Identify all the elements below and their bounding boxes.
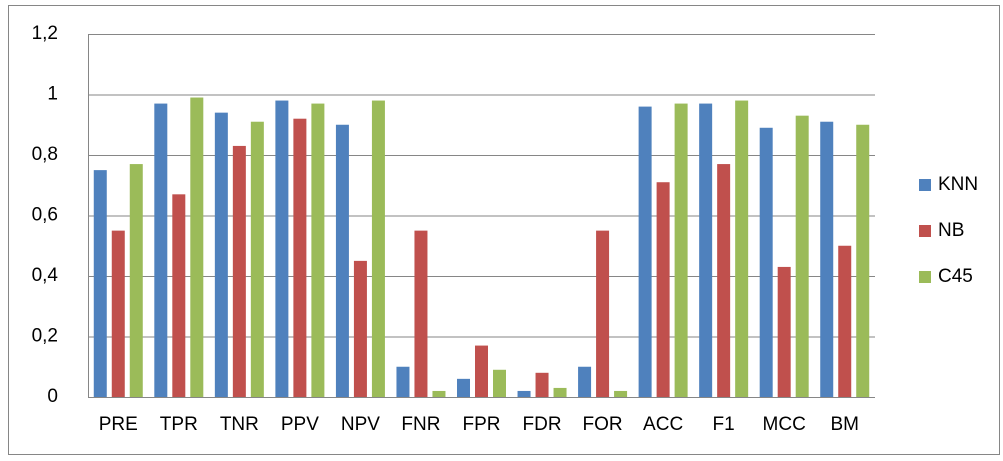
bar <box>371 100 385 398</box>
y-tick-label: 0,8 <box>32 144 58 165</box>
x-tick-label: FNR <box>401 414 440 435</box>
bar <box>614 390 628 397</box>
x-tick-label: PRE <box>99 414 138 435</box>
x-tick-label: FOR <box>583 414 623 435</box>
legend-label: KNN <box>938 174 978 195</box>
bar <box>190 97 204 398</box>
x-tick-label: ACC <box>643 414 683 435</box>
bar <box>493 369 506 397</box>
bar <box>396 366 410 397</box>
bar <box>759 127 773 398</box>
x-tick-label: TNR <box>220 414 259 435</box>
x-tick-label: FDR <box>523 414 562 435</box>
x-tick-label: NPV <box>341 414 380 435</box>
bar <box>777 266 791 397</box>
bar <box>717 164 731 397</box>
bar <box>457 378 470 397</box>
bar <box>275 100 289 398</box>
bar <box>535 372 549 397</box>
bar <box>856 124 870 397</box>
x-tick-label: TPR <box>160 414 198 435</box>
bar <box>578 366 592 397</box>
bar <box>596 230 610 397</box>
bar <box>129 164 143 397</box>
y-tick-label: 1,2 <box>32 23 58 44</box>
bar <box>838 245 852 397</box>
bar <box>656 182 670 397</box>
bar <box>172 194 186 397</box>
x-tick-label: BM <box>830 414 859 435</box>
bar <box>214 112 228 398</box>
bar <box>795 115 809 398</box>
bar <box>293 118 307 397</box>
bar <box>820 121 834 397</box>
legend-label: C45 <box>938 266 973 287</box>
bar <box>553 387 567 397</box>
y-tick-label: 0,6 <box>32 205 58 226</box>
bar <box>353 260 367 397</box>
bar <box>311 103 325 397</box>
y-tick-label: 0,2 <box>32 326 58 347</box>
bar <box>335 124 349 397</box>
x-tick-label: F1 <box>713 414 735 435</box>
y-tick-label: 0,4 <box>32 265 59 286</box>
bar <box>699 103 713 397</box>
legend-swatch <box>919 225 931 237</box>
bar <box>232 145 246 397</box>
bar <box>250 121 264 397</box>
bar <box>674 103 688 397</box>
bar <box>414 230 428 397</box>
bar <box>517 390 531 397</box>
legend-swatch <box>919 271 931 283</box>
bar <box>154 103 168 397</box>
bar <box>111 230 125 397</box>
bar <box>735 100 749 398</box>
y-tick-label: 0 <box>47 386 58 407</box>
legend-swatch <box>919 179 931 191</box>
bar <box>432 390 446 397</box>
legend-label: NB <box>938 220 964 241</box>
x-tick-label: FPR <box>463 414 501 435</box>
x-tick-label: MCC <box>763 414 806 435</box>
bar <box>93 170 107 397</box>
bar <box>475 345 488 397</box>
bar <box>638 106 652 397</box>
y-tick-label: 1 <box>47 84 58 105</box>
x-tick-label: PPV <box>281 414 319 435</box>
